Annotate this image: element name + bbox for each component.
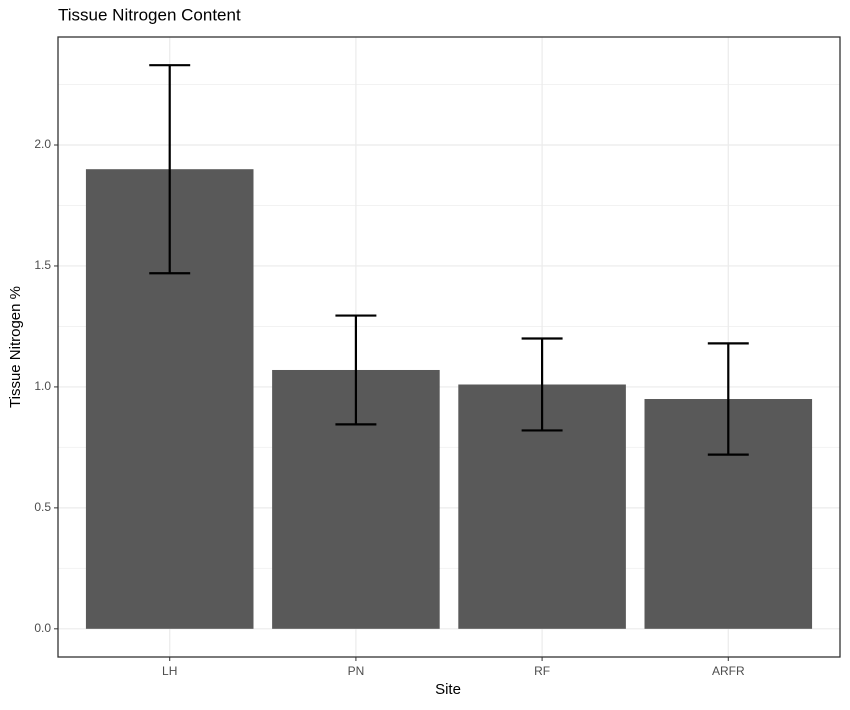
x-tick-label: RF [534, 664, 550, 678]
error-bar [149, 64, 191, 275]
y-tick-label: 1.0 [34, 379, 51, 393]
x-axis-title: Site [435, 681, 461, 698]
x-tick-label: PN [348, 664, 365, 678]
error-bar [707, 342, 749, 456]
panel-border [57, 36, 841, 658]
y-tick-label: 1.5 [34, 258, 51, 272]
x-tick-label: LH [162, 664, 177, 678]
chart-title: Tissue Nitrogen Content [58, 5, 241, 24]
y-tick-label: 2.0 [34, 137, 51, 151]
y-tick-label: 0.5 [34, 500, 51, 514]
error-bar [335, 314, 377, 426]
y-axis-title: Tissue Nitrogen % [7, 286, 24, 408]
error-bar [521, 337, 563, 432]
x-tick-label: ARFR [712, 664, 745, 678]
y-tick-label: 0.0 [34, 621, 51, 635]
